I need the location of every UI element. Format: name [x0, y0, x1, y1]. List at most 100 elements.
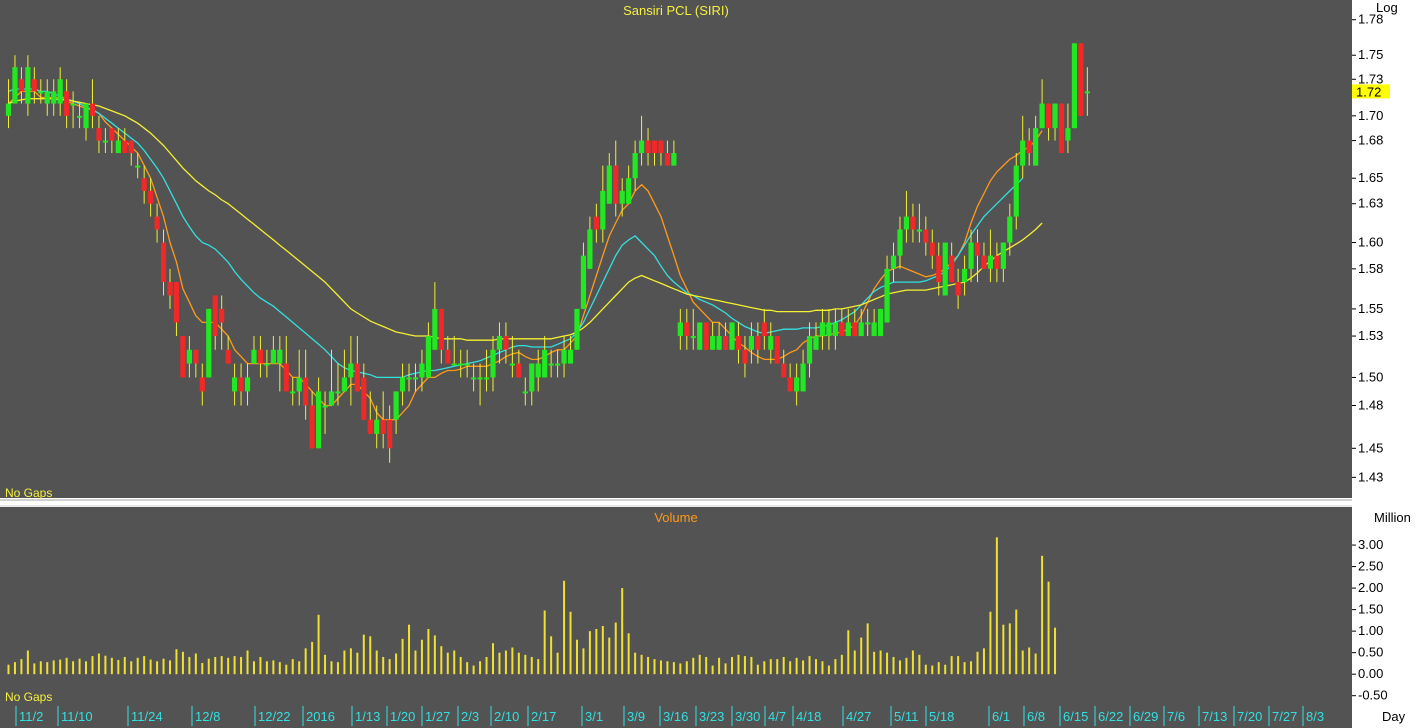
volume-bar: [886, 652, 889, 675]
volume-bar: [136, 657, 139, 675]
candle-body: [31, 79, 37, 92]
candle-body: [1026, 140, 1032, 154]
candle-body: [328, 391, 335, 406]
volume-bar: [214, 656, 217, 675]
candle-body: [580, 255, 587, 309]
candle-body: [206, 308, 212, 378]
candle-body: [83, 103, 89, 129]
volume-bar: [569, 611, 572, 675]
candle-body: [186, 349, 192, 364]
volume-bar: [97, 653, 100, 675]
volume-bar: [866, 623, 869, 675]
volume-bar: [285, 664, 288, 675]
volume-bar: [149, 659, 152, 675]
volume-bar: [1034, 653, 1037, 675]
volume-bar: [931, 665, 934, 675]
candle-body: [858, 322, 864, 337]
volume-bar: [259, 656, 262, 675]
volume-bar: [834, 659, 837, 675]
date-label: 1/13: [355, 709, 380, 724]
candle-body: [296, 377, 302, 392]
price-tick-label: 1.60: [1358, 235, 1383, 250]
candle-body: [1058, 103, 1065, 154]
volume-bar: [575, 639, 578, 675]
volume-panel: [0, 507, 1352, 705]
volume-bar: [808, 656, 811, 675]
price-tick-label: 1.58: [1358, 261, 1383, 276]
volume-bar: [162, 658, 165, 675]
candle-body: [651, 140, 658, 154]
candle-body: [412, 377, 419, 380]
date-label: 3/23: [699, 709, 724, 724]
volume-bar: [498, 652, 501, 675]
candle-body: [451, 363, 457, 366]
candle-body: [160, 242, 167, 283]
volume-bar: [420, 639, 423, 675]
volume-bar: [827, 665, 830, 675]
candle-body: [1000, 242, 1006, 269]
volume-tick-label: 1.00: [1358, 623, 1383, 638]
candle-body: [148, 190, 154, 204]
volume-bar: [873, 651, 876, 675]
volume-bar: [853, 650, 856, 675]
volume-bar: [769, 659, 772, 675]
candle-body: [51, 91, 57, 104]
volume-bar: [485, 656, 488, 675]
volume-bar: [776, 659, 779, 675]
candle-body: [64, 91, 70, 116]
candle-body: [1013, 165, 1019, 217]
volume-bar: [453, 650, 456, 675]
date-label: 2/3: [461, 709, 479, 724]
price-tick-label: 1.68: [1358, 133, 1383, 148]
volume-tick-label: 2.50: [1358, 559, 1383, 574]
volume-tick-label: 2.00: [1358, 580, 1383, 595]
date-label: 6/15: [1063, 709, 1088, 724]
volume-bar: [227, 657, 230, 675]
candle-body: [445, 349, 451, 364]
volume-bar: [647, 656, 650, 675]
candle-body: [438, 308, 444, 350]
volume-bar: [356, 652, 359, 675]
volume-tick-label: -0.50: [1358, 688, 1388, 703]
moving-average-line: [8, 88, 1024, 379]
candle-body: [232, 377, 238, 392]
volume-bar: [743, 656, 746, 675]
candle-body: [122, 140, 128, 154]
candle-body: [929, 242, 935, 256]
volume-bar: [59, 659, 62, 675]
candle-body: [632, 153, 638, 179]
volume-bar: [343, 650, 346, 675]
volume-bar: [601, 625, 604, 675]
candle-body: [684, 322, 690, 337]
volume-bar: [898, 660, 901, 675]
volume-bar: [130, 661, 133, 675]
candle-body: [393, 391, 399, 420]
volume-bar: [265, 661, 268, 675]
price-tick-label: 1.55: [1358, 301, 1383, 316]
date-label: 7/27: [1272, 709, 1297, 724]
volume-bar: [815, 659, 817, 675]
volume-bar: [989, 611, 992, 675]
candle-body: [12, 67, 18, 104]
volume-bar: [950, 656, 953, 675]
price-tick-label: 1.65: [1358, 170, 1383, 185]
candle-body: [600, 190, 606, 230]
candle-body: [490, 349, 496, 378]
date-label: 6/8: [1027, 709, 1045, 724]
volume-bar: [104, 655, 107, 675]
volume-bar: [879, 650, 882, 675]
volume-bar: [39, 661, 42, 675]
candle-body: [419, 363, 425, 378]
volume-bar: [414, 650, 417, 675]
volume-bar: [46, 662, 49, 675]
candle-body: [542, 349, 548, 378]
volume-bar: [782, 656, 785, 675]
date-label: 5/18: [929, 709, 954, 724]
volume-bar: [556, 652, 559, 675]
candle-body: [1084, 91, 1090, 94]
volume-unit-label: Million: [1374, 510, 1411, 525]
candle-body: [1033, 128, 1039, 166]
candle-body: [961, 268, 968, 283]
volume-bar: [194, 653, 197, 675]
